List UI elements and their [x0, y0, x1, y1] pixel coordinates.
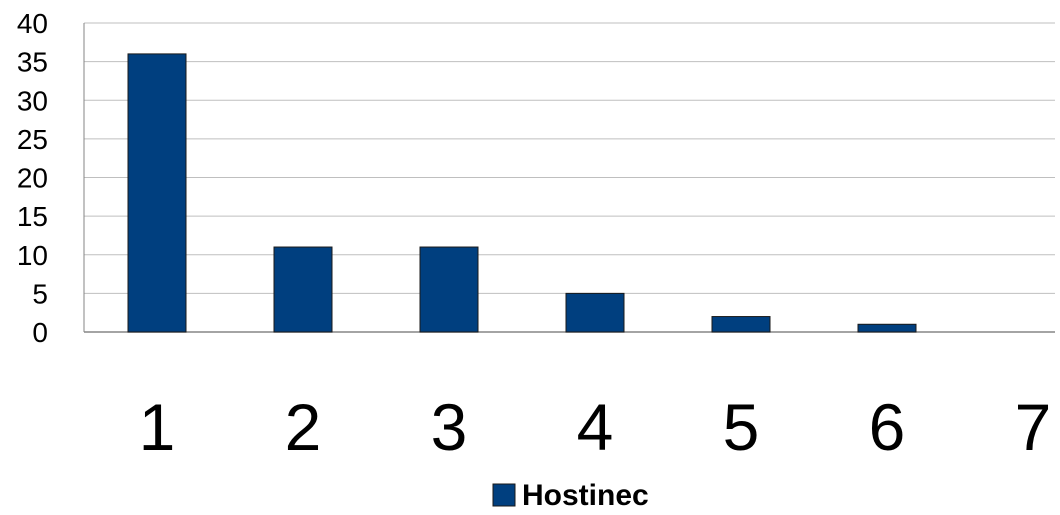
- gridlines: [83, 22, 1055, 333]
- x-tick-label-7: 7: [1015, 390, 1052, 464]
- x-tick-label-4: 4: [577, 390, 614, 464]
- legend-label: Hostinec: [522, 479, 649, 512]
- x-tick-label-2: 2: [285, 390, 322, 464]
- bar-series: [127, 53, 917, 333]
- x-tick-label-6: 6: [869, 390, 906, 464]
- y-tick-label-15: 15: [17, 201, 48, 232]
- y-tick-label-25: 25: [17, 124, 48, 155]
- legend: Hostinec: [492, 479, 649, 512]
- bar-2: [273, 246, 333, 333]
- bar-5: [711, 316, 771, 333]
- y-axis-tick-labels: 0 5 10 15 20 25 30 35 40: [17, 8, 48, 348]
- x-tick-label-3: 3: [431, 390, 468, 464]
- y-tick-label-30: 30: [17, 85, 48, 116]
- legend-swatch: [492, 483, 516, 507]
- y-tick-label-40: 40: [17, 8, 48, 39]
- x-axis-tick-labels: 1 2 3 4 5 6 7: [139, 390, 1052, 464]
- bar-3: [419, 246, 479, 333]
- bar-4: [565, 292, 625, 333]
- x-tick-label-5: 5: [723, 390, 760, 464]
- y-tick-label-10: 10: [17, 240, 48, 271]
- bar-6: [857, 323, 917, 333]
- bar-1: [127, 53, 187, 333]
- y-tick-label-0: 0: [32, 317, 48, 348]
- x-tick-label-1: 1: [139, 390, 176, 464]
- y-tick-label-5: 5: [32, 278, 48, 309]
- y-tick-label-35: 35: [17, 47, 48, 78]
- y-tick-label-20: 20: [17, 163, 48, 194]
